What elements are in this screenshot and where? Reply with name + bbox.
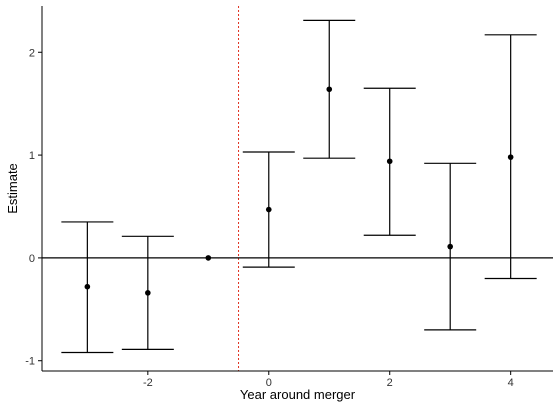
error-bar-group (363, 87, 416, 236)
estimate-point (84, 283, 91, 290)
error-bar-group (484, 34, 537, 280)
x-tick-label: 4 (508, 377, 514, 389)
x-axis-ticks: -2 0 2 4 (143, 371, 514, 389)
y-tick-label: 0 (29, 253, 35, 265)
estimate-point (447, 243, 453, 250)
estimate-point (265, 206, 272, 213)
x-tick-label: -2 (143, 377, 153, 389)
error-bar-group (121, 235, 174, 351)
estimate-point (205, 255, 212, 261)
error-bar-group (242, 151, 295, 268)
y-axis-ticks: -1 0 1 2 (25, 47, 42, 368)
error-bar-group (303, 19, 356, 159)
y-tick-label: 2 (29, 47, 35, 59)
estimate-point (326, 86, 333, 93)
y-tick-label: 1 (29, 150, 35, 162)
x-tick-label: 2 (387, 377, 393, 389)
y-tick-label: -1 (25, 356, 35, 368)
error-bar-group (61, 221, 114, 354)
estimate-point (145, 290, 151, 296)
x-tick-label: 0 (266, 377, 272, 389)
error-bar-group (205, 255, 212, 261)
estimate-point (386, 158, 393, 165)
error-bar-group (424, 162, 477, 331)
plot-area (42, 6, 553, 371)
x-axis-title: Year around merger (240, 387, 356, 402)
estimate-point (507, 154, 514, 160)
y-axis-title: Estimate (5, 163, 20, 214)
